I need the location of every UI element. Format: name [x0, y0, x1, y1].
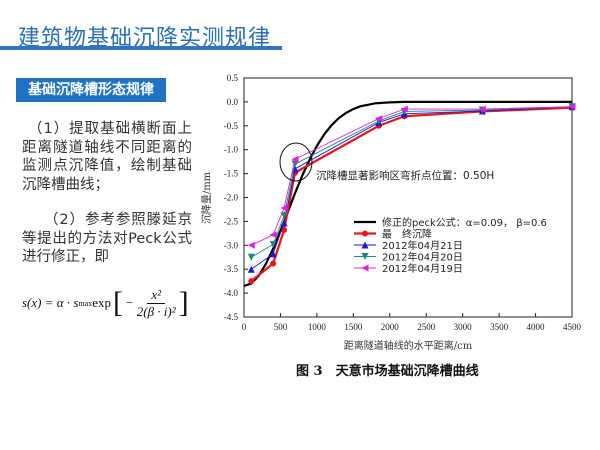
x-tick-label: 2500 [417, 322, 436, 332]
y-axis-label: 沉降量/mm [200, 171, 213, 224]
data-point [361, 253, 369, 260]
formula-sub: max [78, 298, 93, 308]
y-tick-label: -4.5 [224, 312, 239, 322]
data-point [362, 230, 368, 237]
data-point [291, 155, 299, 163]
formula-denominator: 2(β · i)² [136, 303, 176, 319]
data-point [247, 253, 255, 261]
data-point [269, 250, 277, 258]
series-line-3 [251, 106, 573, 258]
data-point [269, 240, 277, 248]
legend-label-1: 最 终沉降 [382, 228, 432, 241]
legend-label-2: 2012年04月21日 [382, 239, 463, 252]
section-label: 基础沉降槽形态规律 [16, 78, 166, 102]
data-point [269, 231, 277, 239]
y-tick-label: -1.5 [224, 169, 239, 179]
data-point [247, 241, 255, 249]
inflection-ellipse [279, 142, 313, 182]
y-tick-label: -0.5 [224, 121, 239, 131]
data-point [281, 227, 288, 234]
data-point [400, 105, 408, 113]
y-tick-label: -2.0 [224, 193, 239, 203]
series-line-0 [243, 100, 572, 287]
x-axis-label: 距离隧道轴线的水平距离/cm [344, 339, 473, 352]
y-tick-label: -3.0 [224, 240, 239, 250]
x-tick-label: 0 [242, 322, 247, 332]
formula-exp: exp [92, 295, 111, 310]
data-point [361, 264, 369, 272]
y-tick-label: 0.5 [227, 73, 239, 83]
data-point [291, 160, 299, 168]
legend-label-4: 2012年04月19日 [382, 262, 463, 275]
x-tick-label: 1500 [344, 322, 363, 332]
y-tick-label: -4.0 [224, 288, 239, 298]
legend-label-0: 修正的peck公式：α=0.09， β=0.6 [382, 216, 547, 229]
y-tick-label: -1.0 [224, 145, 239, 155]
peck-formula: s(x) = α · s max exp [− x² 2(β · i)² ] [22, 286, 189, 319]
data-point [361, 241, 369, 249]
data-point [280, 212, 288, 220]
x-tick-label: 2000 [381, 322, 400, 332]
y-tick-label: -3.5 [224, 264, 239, 274]
series-line-4 [251, 106, 573, 246]
legend-label-3: 2012年04月20日 [382, 251, 463, 264]
y-tick-label: 0.0 [227, 97, 239, 107]
x-tick-label: 500 [274, 322, 288, 332]
y-tick-label: -2.5 [224, 216, 239, 226]
figure-caption: 图 3 天意市场基础沉降槽曲线 [296, 364, 479, 379]
data-point [375, 115, 383, 123]
formula-lhs: s(x) = α · s [22, 295, 79, 310]
formula-numerator: x² [147, 287, 166, 304]
data-point [247, 265, 255, 273]
x-tick-label: 4500 [563, 322, 582, 332]
series-line-2 [251, 106, 573, 270]
title-underline [0, 46, 282, 50]
x-tick-label: 4000 [527, 322, 546, 332]
data-point [280, 204, 288, 212]
x-tick-label: 1000 [308, 322, 327, 332]
paragraph-1: （1）提取基础横断面上距离隧道轴线不同距离的监测点沉降值，绘制基础沉降槽曲线； [22, 121, 192, 193]
data-point [248, 278, 255, 285]
data-point [280, 219, 288, 227]
data-point [270, 260, 277, 267]
data-point [478, 105, 486, 113]
paragraph-2: （2）参考参照滕延京等提出的方法对Peck公式进行修正，即 [22, 212, 192, 265]
x-tick-label: 3000 [454, 322, 473, 332]
series-line-1 [250, 106, 573, 283]
data-point [568, 103, 576, 111]
annotation-text: 沉降槽显著影响区弯折点位置：0.50H [316, 169, 494, 182]
x-tick-label: 3500 [490, 322, 509, 332]
